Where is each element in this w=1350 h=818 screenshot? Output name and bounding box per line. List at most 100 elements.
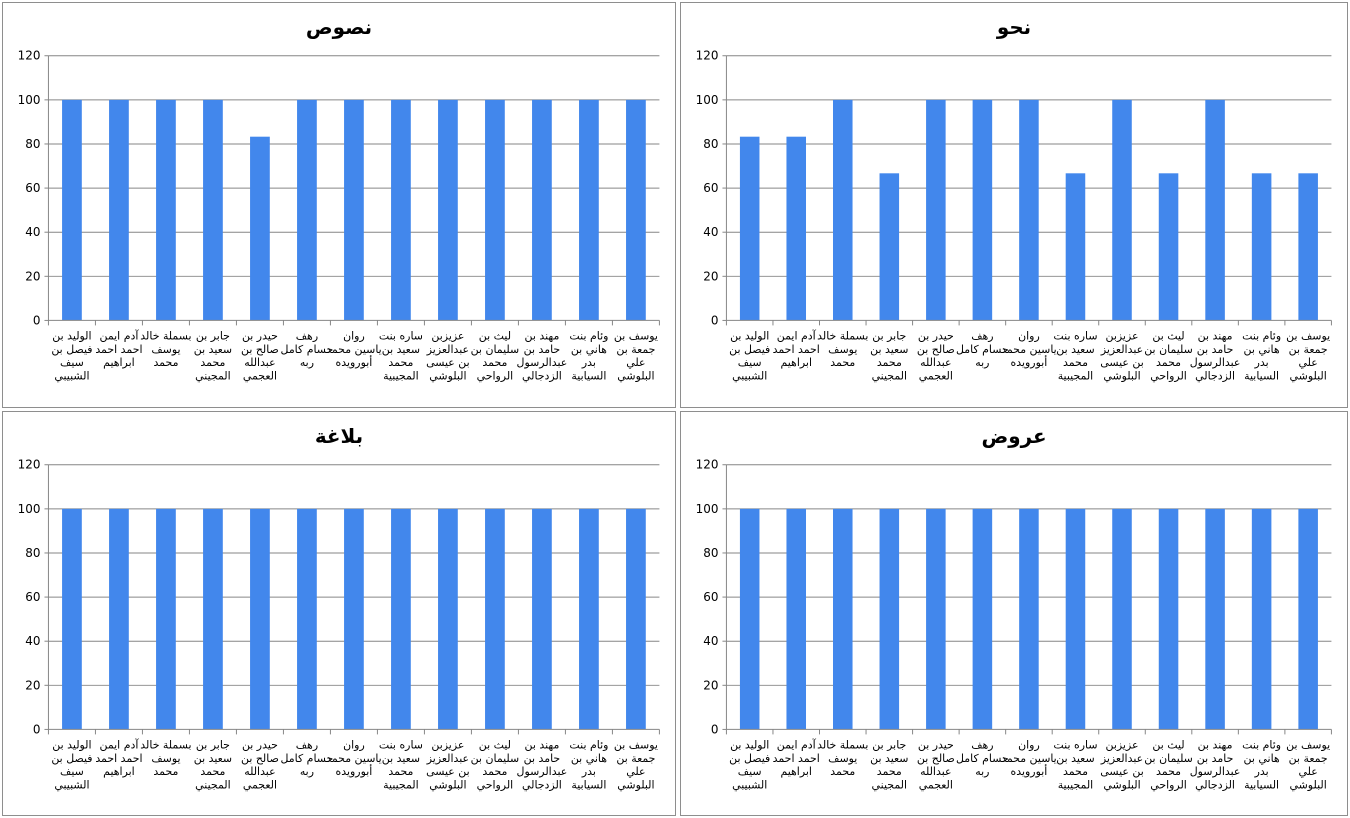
y-tick-label: 100 bbox=[696, 502, 719, 516]
x-tick-label-line: الشبيبي bbox=[732, 370, 767, 383]
x-tick-label-line: حيدر بن bbox=[242, 738, 278, 751]
y-tick-label: 80 bbox=[703, 137, 718, 151]
x-tick-label-line: الزدجالي bbox=[522, 370, 562, 383]
x-tick-label-line: حسام كامل bbox=[281, 752, 334, 765]
y-tick-label: 120 bbox=[696, 458, 719, 472]
x-tick-label-line: حيدر بن bbox=[918, 738, 954, 751]
bar bbox=[739, 136, 760, 321]
y-tick-label: 40 bbox=[703, 634, 718, 648]
x-tick-label-line: حسام كامل bbox=[956, 343, 1009, 356]
x-tick-label-line: صالح بن bbox=[241, 343, 279, 356]
y-tick-label: 20 bbox=[25, 269, 40, 283]
x-tick-label-line: سعيد بن bbox=[194, 343, 232, 356]
y-tick-label: 60 bbox=[25, 181, 40, 195]
x-tick-label-line: سليمان بن bbox=[1144, 752, 1193, 765]
x-tick-label-line: حامد بن bbox=[524, 752, 561, 765]
x-tick-label-line: مهند بن bbox=[1198, 738, 1233, 751]
x-tick-label-line: بن عيسى bbox=[426, 765, 470, 778]
y-tick-label: 120 bbox=[18, 458, 41, 472]
bar bbox=[972, 508, 993, 730]
bar bbox=[626, 508, 646, 730]
chart-title: عروض bbox=[981, 425, 1046, 448]
x-tick-label-line: مهند بن bbox=[525, 329, 560, 342]
bar bbox=[879, 508, 900, 730]
chart-title: نحو bbox=[996, 16, 1031, 39]
x-tick-label-line: رهف bbox=[296, 329, 318, 342]
x-tick-label-line: المجيبية bbox=[383, 370, 419, 383]
x-tick-label-line: محمد bbox=[153, 765, 178, 778]
bar bbox=[739, 508, 760, 730]
bar bbox=[109, 99, 129, 321]
x-tick-label-line: السيابية bbox=[571, 779, 606, 792]
x-tick-label-line: ياسين محمد bbox=[326, 752, 382, 765]
bar bbox=[438, 508, 458, 730]
x-tick-label-line: عبدالله bbox=[920, 356, 951, 369]
x-tick-label-line: الشبيبي bbox=[54, 779, 89, 792]
x-tick-label-line: ربه bbox=[975, 356, 989, 369]
x-tick-label-line: الوليد بن bbox=[730, 738, 769, 751]
bar bbox=[1251, 173, 1272, 321]
x-tick-label-line: عبدالرسول bbox=[1190, 356, 1241, 369]
x-tick-label-line: العجمي bbox=[243, 779, 277, 792]
x-tick-label-line: فيصل بن bbox=[729, 752, 770, 765]
x-tick-label-line: البلوشي bbox=[1290, 779, 1327, 792]
x-tick-label-line: ليث بن bbox=[479, 738, 511, 751]
bar bbox=[1019, 99, 1039, 321]
bar bbox=[156, 99, 176, 321]
x-tick-label-line: بن عيسى bbox=[1100, 356, 1144, 369]
x-tick-label-line: محمد bbox=[153, 356, 178, 369]
x-tick-label-line: حيدر بن bbox=[242, 329, 278, 342]
x-tick-label-line: بن عيسى bbox=[1100, 765, 1144, 778]
bar bbox=[626, 99, 646, 321]
x-tick-label-line: جمعة بن bbox=[1289, 752, 1328, 765]
x-tick-label-line: أبورويده bbox=[1011, 355, 1048, 369]
bar bbox=[1158, 508, 1179, 730]
y-tick-label: 0 bbox=[33, 722, 41, 736]
x-tick-label-line: آدم ايمن bbox=[99, 737, 139, 751]
x-tick-label-line: العجمي bbox=[919, 370, 953, 383]
bar bbox=[532, 99, 552, 321]
x-tick-label-line: حسام كامل bbox=[956, 752, 1009, 765]
x-tick-label-line: بن عيسى bbox=[426, 356, 470, 369]
x-tick-label-line: آدم ايمن bbox=[777, 737, 817, 751]
x-tick-label-line: ساره بنت bbox=[379, 738, 423, 751]
x-tick-label-line: روان bbox=[1018, 329, 1040, 342]
x-tick-label-line: محمد bbox=[877, 765, 902, 778]
bar bbox=[297, 508, 317, 730]
x-tick-label-line: فيصل بن bbox=[51, 752, 92, 765]
x-tick-label-line: وئام بنت bbox=[569, 738, 608, 751]
x-tick-label-line: ياسين محمد bbox=[1001, 343, 1057, 356]
x-tick-label-line: البلوشي bbox=[617, 370, 654, 383]
x-tick-label-line: ياسين محمد bbox=[1001, 752, 1057, 765]
bar bbox=[344, 508, 364, 730]
bar bbox=[203, 99, 223, 321]
bar bbox=[1112, 508, 1132, 730]
x-tick-label-line: جابر بن bbox=[196, 738, 230, 751]
x-tick-label-line: سيف bbox=[738, 765, 762, 778]
x-tick-label-line: سيف bbox=[60, 765, 84, 778]
y-tick-label: 100 bbox=[18, 93, 41, 107]
bar bbox=[203, 508, 223, 730]
